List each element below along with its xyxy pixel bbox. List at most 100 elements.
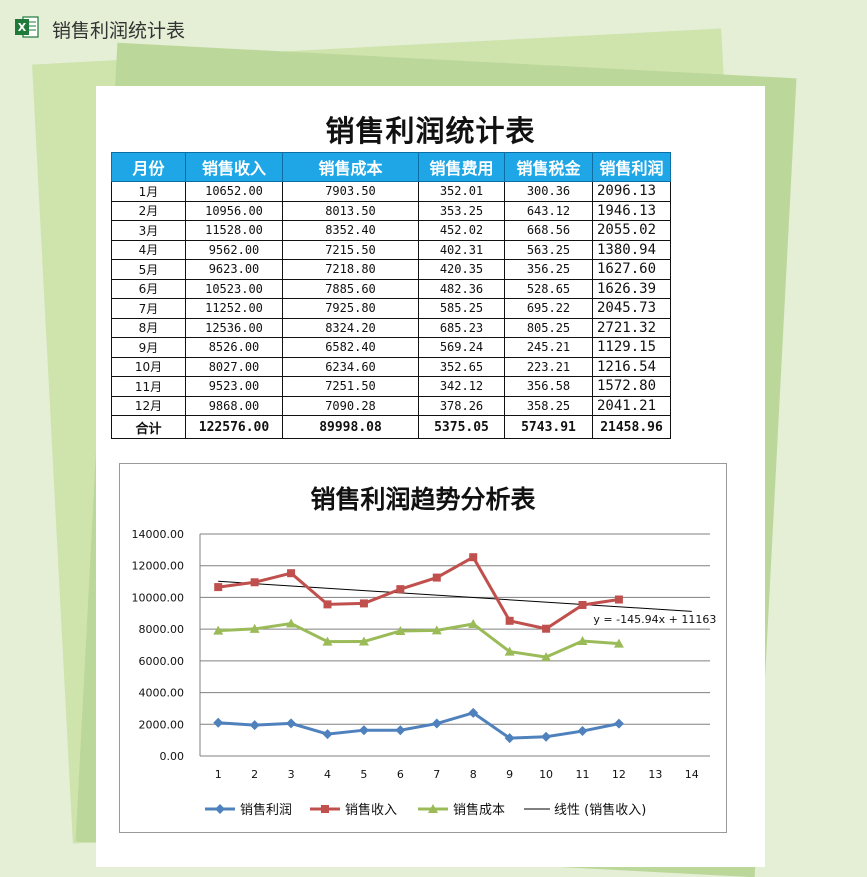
series-line-2 — [218, 622, 620, 659]
y-tick-label: 2000.00 — [139, 718, 185, 731]
legend-label: 销售成本 — [453, 802, 505, 818]
table-header-row: 月份 销售收入 销售成本 销售费用 销售税金 销售利润 — [111, 152, 671, 182]
table-cell: 11252.00 — [185, 298, 283, 319]
table-cell: 7218.80 — [282, 259, 419, 280]
table-cell: 8013.50 — [282, 200, 419, 221]
table-row: 5月 9623.00 7218.80 420.35 356.25 1627.60 — [111, 259, 671, 280]
table-cell: 10月 — [111, 356, 186, 377]
data-point — [396, 585, 405, 594]
data-point — [614, 595, 623, 604]
table-cell: 10956.00 — [185, 200, 283, 221]
data-point — [286, 718, 297, 729]
data-point — [395, 625, 406, 635]
table-cell: 10652.00 — [185, 181, 283, 202]
x-tick-label: 5 — [360, 768, 367, 781]
table-cell: 21458.96 — [592, 415, 671, 439]
trendline-equation: y = -145.94x + 11163 — [593, 613, 716, 626]
table-row: 9月 8526.00 6582.40 569.24 245.21 1129.15 — [111, 337, 671, 358]
data-point — [468, 707, 479, 718]
table-cell: 420.35 — [418, 259, 505, 280]
table-cell: 8526.00 — [185, 337, 283, 358]
data-point — [213, 625, 224, 635]
x-tick-label: 3 — [288, 768, 295, 781]
table-cell: 9523.00 — [185, 376, 283, 397]
table-cell: 7925.80 — [282, 298, 419, 319]
table-cell: 8324.20 — [282, 317, 419, 338]
data-point — [250, 578, 259, 587]
data-point — [214, 583, 223, 592]
table-cell: 805.25 — [504, 317, 593, 338]
legend-label: 线性 (销售收入) — [554, 802, 646, 818]
chart-svg: 0.00 2000.00 4000.00 6000.00 8000.00 10000.00… — [132, 528, 717, 818]
legend-marker — [321, 805, 329, 813]
column-header: 月份 — [111, 152, 186, 182]
column-header: 销售税金 — [504, 152, 593, 182]
table-cell: 245.21 — [504, 337, 593, 358]
sales-table: 月份 销售收入 销售成本 销售费用 销售税金 销售利润 1月 10652.00 7903.50… — [111, 152, 671, 439]
data-point — [613, 638, 624, 648]
table-cell: 9868.00 — [185, 395, 283, 416]
table-cell: 5月 — [111, 259, 186, 280]
data-point — [358, 725, 369, 736]
data-point — [323, 600, 332, 609]
trend-chart: 销售利润趋势分析表 0.00 2000.00 4000.00 6000.00 8000.… — [119, 463, 727, 833]
table-cell: 569.24 — [418, 337, 505, 358]
table-cell: 1月 — [111, 181, 186, 202]
table-cell: 1626.39 — [592, 278, 671, 299]
y-tick-label: 6000.00 — [139, 655, 185, 668]
x-tick-label: 12 — [612, 768, 626, 781]
table-row: 1月 10652.00 7903.50 352.01 300.36 2096.13 — [111, 181, 671, 202]
table-cell: 378.26 — [418, 395, 505, 416]
table-row: 6月 10523.00 7885.60 482.36 528.65 1626.39 — [111, 278, 671, 299]
x-tick-label: 13 — [648, 768, 662, 781]
table-row: 4月 9562.00 7215.50 402.31 563.25 1380.94 — [111, 239, 671, 260]
data-point — [213, 717, 224, 728]
table-cell: 1946.13 — [592, 200, 671, 221]
table-cell: 12月 — [111, 395, 186, 416]
column-header: 销售成本 — [282, 152, 419, 182]
table-row: 7月 11252.00 7925.80 585.25 695.22 2045.73 — [111, 298, 671, 319]
data-point — [249, 720, 260, 731]
data-point — [249, 623, 260, 633]
table-cell: 2096.13 — [592, 181, 671, 202]
table-cell: 1129.15 — [592, 337, 671, 358]
data-point — [613, 718, 624, 729]
column-header: 销售利润 — [592, 152, 671, 182]
table-cell: 353.25 — [418, 200, 505, 221]
table-cell: 8352.40 — [282, 220, 419, 241]
table-cell: 9月 — [111, 337, 186, 358]
table-cell: 668.56 — [504, 220, 593, 241]
table-cell: 358.25 — [504, 395, 593, 416]
table-cell: 7月 — [111, 298, 186, 319]
data-point — [431, 718, 442, 729]
table-cell: 7903.50 — [282, 181, 419, 202]
series-line-1 — [218, 555, 620, 631]
x-tick-label: 4 — [324, 768, 331, 781]
table-cell: 89998.08 — [282, 415, 419, 439]
table-row: 8月 12536.00 8324.20 685.23 805.25 2721.32 — [111, 317, 671, 338]
table-cell: 10523.00 — [185, 278, 283, 299]
table-cell: 482.36 — [418, 278, 505, 299]
table-cell: 2041.21 — [592, 395, 671, 416]
chart-title: 销售利润趋势分析表 — [310, 485, 536, 514]
svg-text:X: X — [18, 21, 27, 34]
excel-icon: X — [15, 16, 39, 38]
data-point — [286, 618, 297, 628]
table-cell: 356.58 — [504, 376, 593, 397]
total-row: 合计 122576.00 89998.08 5375.05 5743.91 21458.9… — [111, 415, 671, 439]
table-row: 2月 10956.00 8013.50 353.25 643.12 1946.13 — [111, 200, 671, 221]
app-title: 销售利润统计表 — [52, 20, 186, 42]
column-header: 销售收入 — [185, 152, 283, 182]
table-cell: 342.12 — [418, 376, 505, 397]
table-cell: 4月 — [111, 239, 186, 260]
table-cell: 563.25 — [504, 239, 593, 260]
table-cell: 7215.50 — [282, 239, 419, 260]
data-point — [322, 636, 333, 646]
data-point — [577, 726, 588, 737]
table-cell: 合计 — [111, 415, 186, 439]
data-point — [578, 600, 587, 609]
data-point — [322, 729, 333, 740]
table-cell: 528.65 — [504, 278, 593, 299]
table-cell: 8027.00 — [185, 356, 283, 377]
table-cell: 2月 — [111, 200, 186, 221]
